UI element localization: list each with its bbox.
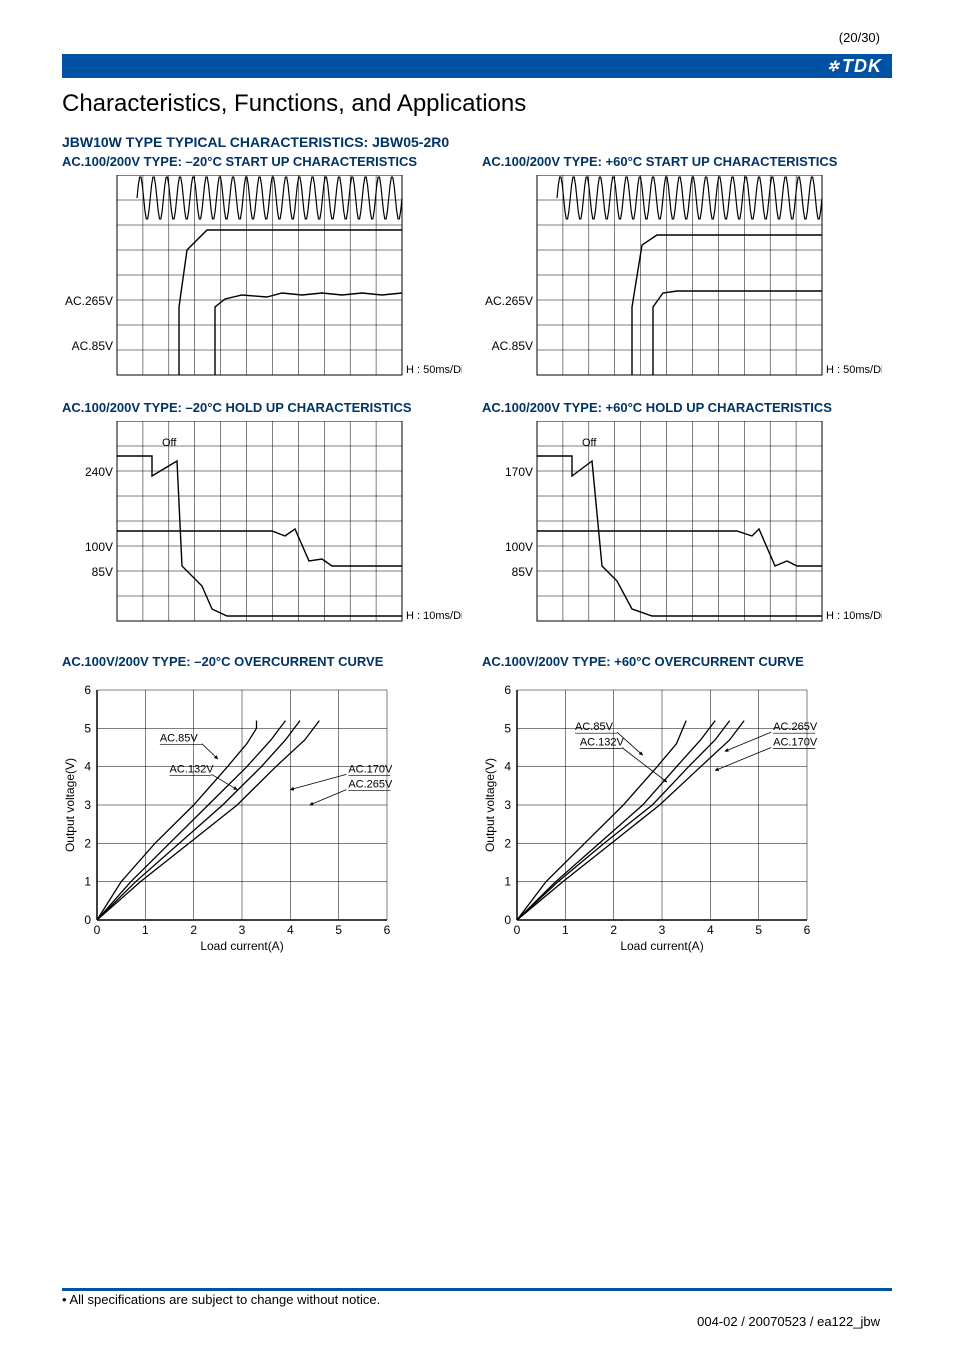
svg-text:3: 3 (239, 923, 246, 937)
svg-text:85V: 85V (512, 565, 533, 579)
svg-text:AC.265V: AC.265V (773, 721, 818, 733)
svg-text:6: 6 (84, 683, 91, 697)
svg-text:AC.85V: AC.85V (72, 339, 113, 353)
chart-ocurve-p60: AC.100V/200V TYPE: +60°C OVERCURRENT CUR… (482, 654, 882, 955)
svg-text:0: 0 (514, 923, 521, 937)
svg-text:5: 5 (755, 923, 762, 937)
oscilloscope-chart: 170V 100V 85V Off H : 10ms/Div (482, 421, 882, 641)
svg-text:6: 6 (804, 923, 811, 937)
oscilloscope-chart: AC.265V AC.85V H : 50ms/Div (482, 175, 882, 395)
svg-text:170V: 170V (505, 465, 533, 479)
svg-text:1: 1 (562, 923, 569, 937)
svg-text:85V: 85V (92, 565, 113, 579)
svg-text:2: 2 (84, 836, 91, 850)
svg-text:5: 5 (84, 721, 91, 735)
svg-text:2: 2 (190, 923, 197, 937)
chart-title: AC.100V/200V TYPE: +60°C OVERCURRENT CUR… (482, 654, 882, 669)
svg-text:AC.265V: AC.265V (485, 294, 533, 308)
footer-note: • All specifications are subject to chan… (62, 1292, 380, 1307)
brand-text: TDK (842, 56, 882, 77)
oscilloscope-chart: AC.265V AC.85V H : 50ms/Div (62, 175, 462, 395)
subtitle: JBW10W TYPE TYPICAL CHARACTERISTICS: JBW… (62, 134, 449, 150)
svg-text:240V: 240V (85, 465, 113, 479)
svg-text:100V: 100V (85, 540, 113, 554)
svg-text:1: 1 (142, 923, 149, 937)
chart-title: AC.100/200V TYPE: +60°C HOLD UP CHARACTE… (482, 400, 882, 415)
svg-text:0: 0 (504, 913, 511, 927)
svg-text:1: 1 (84, 875, 91, 889)
svg-text:6: 6 (504, 683, 511, 697)
brand-symbol: ✲ (827, 58, 840, 75)
svg-text:AC.132V: AC.132V (170, 763, 215, 775)
chart-holdup-m20: AC.100/200V TYPE: –20°C HOLD UP CHARACTE… (62, 400, 462, 641)
chart-ocurve-m20: AC.100V/200V TYPE: –20°C OVERCURRENT CUR… (62, 654, 462, 955)
chart-title: AC.100/200V TYPE: –20°C START UP CHARACT… (62, 154, 462, 169)
svg-text:AC.85V: AC.85V (160, 733, 199, 745)
svg-text:AC.170V: AC.170V (348, 763, 393, 775)
svg-text:4: 4 (707, 923, 714, 937)
xy-chart: 0 1 2 3 4 5 6 0 1 2 3 4 5 6 AC.85V AC.132V AC.265V AC.170… (482, 675, 882, 955)
page-number: (20/30) (839, 30, 880, 45)
brand-bar: ✲TDK (62, 54, 892, 78)
svg-text:H : 50ms/Div: H : 50ms/Div (826, 364, 882, 376)
svg-text:H : 50ms/Div: H : 50ms/Div (406, 364, 462, 376)
svg-text:AC.132V: AC.132V (580, 737, 625, 749)
svg-text:0: 0 (84, 913, 91, 927)
svg-text:5: 5 (335, 923, 342, 937)
svg-text:Load current(A): Load current(A) (200, 939, 283, 953)
svg-text:AC.170V: AC.170V (773, 737, 818, 749)
svg-text:2: 2 (610, 923, 617, 937)
svg-text:AC.85V: AC.85V (492, 339, 533, 353)
svg-text:H : 10ms/Div: H : 10ms/Div (406, 610, 462, 622)
chart-startup-m20: AC.100/200V TYPE: –20°C START UP CHARACT… (62, 154, 462, 395)
svg-text:100V: 100V (505, 540, 533, 554)
svg-text:3: 3 (504, 798, 511, 812)
svg-text:AC.265V: AC.265V (65, 294, 113, 308)
svg-text:AC.265V: AC.265V (348, 779, 393, 791)
svg-text:Off: Off (582, 437, 597, 449)
oscilloscope-chart: 240V 100V 85V Off H : 10ms/Div (62, 421, 462, 641)
svg-text:Output voltage(V): Output voltage(V) (483, 758, 497, 852)
svg-text:4: 4 (504, 760, 511, 774)
xy-chart: 0 1 2 3 4 5 6 0 1 2 3 4 5 6 AC.85V AC.132V AC.170V AC.265… (62, 675, 462, 955)
chart-title: AC.100/200V TYPE: –20°C HOLD UP CHARACTE… (62, 400, 462, 415)
chart-holdup-p60: AC.100/200V TYPE: +60°C HOLD UP CHARACTE… (482, 400, 882, 641)
svg-text:6: 6 (384, 923, 391, 937)
footer-revision: 004-02 / 20070523 / ea122_jbw (697, 1314, 880, 1329)
svg-text:5: 5 (504, 721, 511, 735)
svg-text:H : 10ms/Div: H : 10ms/Div (826, 610, 882, 622)
footer-rule (62, 1288, 892, 1291)
chart-title: AC.100/200V TYPE: +60°C START UP CHARACT… (482, 154, 882, 169)
svg-text:2: 2 (504, 836, 511, 850)
svg-text:1: 1 (504, 875, 511, 889)
svg-text:0: 0 (94, 923, 101, 937)
svg-text:4: 4 (84, 760, 91, 774)
svg-text:Load current(A): Load current(A) (620, 939, 703, 953)
svg-text:Output voltage(V): Output voltage(V) (63, 758, 77, 852)
svg-text:Off: Off (162, 437, 177, 449)
svg-text:3: 3 (659, 923, 666, 937)
svg-text:AC.85V: AC.85V (575, 721, 614, 733)
chart-startup-p60: AC.100/200V TYPE: +60°C START UP CHARACT… (482, 154, 882, 395)
svg-text:4: 4 (287, 923, 294, 937)
chart-title: AC.100V/200V TYPE: –20°C OVERCURRENT CUR… (62, 654, 462, 669)
section-title: Characteristics, Functions, and Applicat… (62, 90, 526, 118)
svg-text:3: 3 (84, 798, 91, 812)
